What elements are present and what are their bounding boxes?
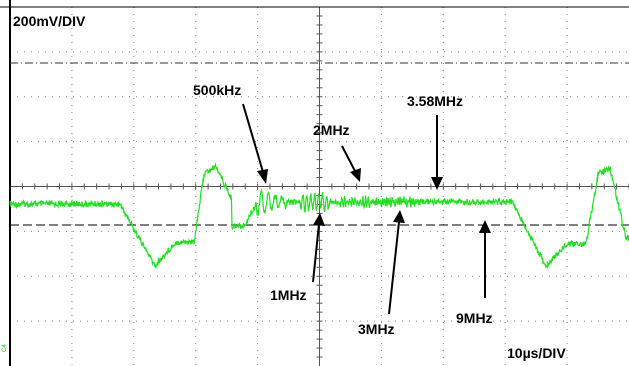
label-3mhz: 3MHz xyxy=(358,321,395,337)
vertical-scale-label: 200mV/DIV xyxy=(13,13,86,29)
arrow-1mhz xyxy=(312,213,325,283)
arrow-500khz xyxy=(242,103,268,184)
timebase-label: 10µs/DIV xyxy=(507,345,566,361)
label-9mhz: 9MHz xyxy=(456,310,493,326)
label-358mhz: 3.58MHz xyxy=(407,93,463,109)
arrow-9mhz xyxy=(479,220,491,298)
arrow-3mhz xyxy=(388,210,405,315)
channel-4-trace xyxy=(9,162,629,270)
channel-label: C4 xyxy=(2,344,8,352)
label-500khz: 500kHz xyxy=(193,82,241,98)
waveform-path xyxy=(9,162,629,270)
arrow-2mhz xyxy=(341,145,361,182)
arrow-358mhz xyxy=(431,115,443,190)
label-1mhz: 1MHz xyxy=(270,287,307,303)
arrows xyxy=(242,103,491,315)
label-2mhz: 2MHz xyxy=(313,122,350,138)
